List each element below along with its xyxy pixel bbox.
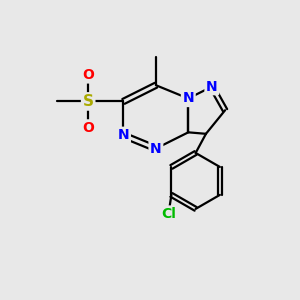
Text: N: N	[206, 80, 218, 94]
Text: N: N	[150, 142, 162, 155]
Text: Cl: Cl	[161, 207, 176, 221]
Text: O: O	[82, 121, 94, 135]
Text: S: S	[83, 94, 94, 109]
Text: O: O	[82, 68, 94, 82]
Text: N: N	[118, 128, 129, 142]
Text: N: N	[182, 92, 194, 106]
